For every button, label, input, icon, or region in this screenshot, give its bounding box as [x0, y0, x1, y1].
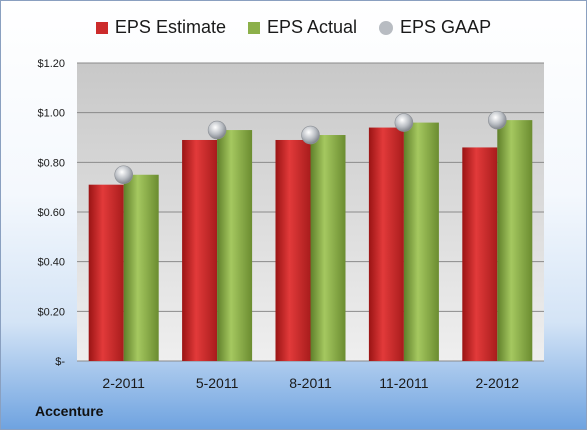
- legend-label-actual: EPS Actual: [266, 17, 358, 37]
- legend-item-estimate: EPS Estimate: [95, 17, 226, 38]
- gaap-marker: [114, 165, 133, 185]
- actual-bar: [217, 130, 253, 361]
- estimate-bar: [368, 127, 404, 361]
- chart-legend: EPS Estimate EPS Actual EPS GAAP: [1, 17, 586, 38]
- legend-item-actual: EPS Actual: [247, 17, 358, 38]
- actual-bar: [403, 122, 439, 361]
- legend-swatch-gaap: [379, 20, 394, 35]
- y-tick-label: $0.40: [37, 257, 65, 269]
- y-tick-label: $0.60: [37, 207, 65, 219]
- y-tick-label: $-: [55, 356, 65, 368]
- gaap-marker: [487, 110, 507, 130]
- estimate-bar: [88, 184, 124, 361]
- y-tick-label: $1.00: [37, 108, 65, 120]
- gaap-marker: [394, 113, 414, 132]
- x-axis-labels: 2-2011 5-2011 8-2011 11-2011 2-2012: [102, 375, 519, 391]
- legend-label-gaap: EPS GAAP: [400, 17, 492, 37]
- actual-bar: [497, 120, 533, 361]
- actual-bar: [123, 174, 159, 361]
- x-category-label: 2-2012: [476, 375, 520, 391]
- y-tick-label: $0.20: [37, 306, 65, 318]
- legend-swatch-estimate: [95, 21, 108, 34]
- x-category-label: 8-2011: [289, 375, 332, 391]
- gaap-marker: [301, 125, 320, 145]
- legend-label-estimate: EPS Estimate: [114, 17, 226, 37]
- estimate-bar: [275, 139, 311, 361]
- x-category-label: 5-2011: [196, 375, 239, 391]
- y-axis-ticks: $- $0.20 $0.40 $0.60 $0.80 $1.00 $1.20: [37, 58, 65, 368]
- x-category-label: 2-2011: [102, 375, 145, 391]
- gaap-markers: [114, 110, 507, 185]
- x-category-label: 11-2011: [379, 375, 429, 391]
- estimate-bar: [462, 147, 498, 361]
- y-tick-label: $0.80: [37, 157, 65, 169]
- y-tick-label: $1.20: [37, 58, 65, 70]
- company-label: Accenture: [35, 403, 104, 419]
- legend-swatch-actual: [247, 21, 260, 34]
- actual-bar: [310, 135, 346, 361]
- gaap-marker: [207, 120, 227, 140]
- legend-item-gaap: EPS GAAP: [379, 17, 491, 38]
- bars: [88, 120, 533, 361]
- estimate-bar: [182, 139, 218, 361]
